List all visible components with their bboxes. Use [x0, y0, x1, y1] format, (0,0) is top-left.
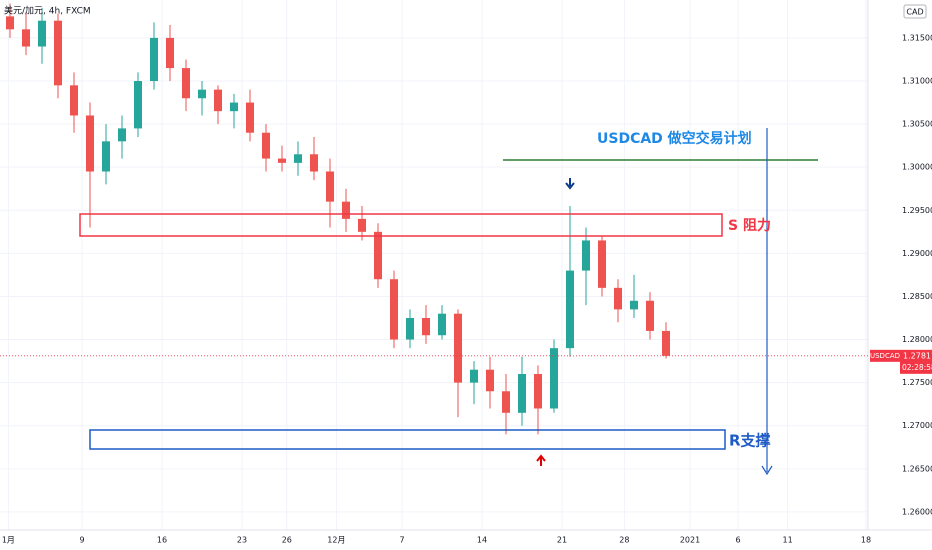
- resistance-label: S 阻力: [728, 217, 771, 234]
- candle-body: [550, 348, 558, 409]
- candle-body: [454, 313, 462, 383]
- plan-label: USDCAD 做空交易计划: [597, 130, 752, 147]
- x-tick-label: 18: [861, 536, 871, 545]
- candle-body: [598, 240, 606, 288]
- candle-body: [6, 16, 14, 30]
- candle-body: [630, 300, 638, 310]
- candle-body: [166, 37, 174, 69]
- candles: [6, 3, 670, 435]
- price-label: 1.27811: [903, 351, 932, 360]
- candle-body: [374, 231, 382, 280]
- candle-body: [70, 85, 78, 116]
- countdown-label: 02:28:58: [902, 363, 932, 372]
- candle-body: [86, 115, 94, 172]
- y-tick-label: 1.27000: [902, 421, 932, 430]
- y-tick-label: 1.26500: [902, 464, 932, 473]
- support-label: R支撑: [729, 432, 771, 450]
- x-tick-label: 11: [783, 536, 793, 545]
- x-tick-label: 14: [477, 536, 487, 545]
- candle-body: [198, 89, 206, 99]
- x-tick-label: 28: [619, 536, 629, 545]
- symbol-label: USDCAD: [870, 352, 900, 360]
- candle-body: [390, 279, 398, 340]
- candle-body: [118, 128, 126, 142]
- candle-body: [182, 68, 190, 99]
- candle-body: [246, 102, 254, 133]
- candle-body: [406, 318, 414, 340]
- x-tick-label: 26: [282, 536, 292, 545]
- candle-body: [614, 287, 622, 310]
- y-tick-label: 1.28500: [902, 292, 932, 301]
- candle-body: [358, 218, 366, 232]
- candle-body: [342, 201, 350, 219]
- candle-body: [54, 20, 62, 86]
- y-tick-label: 1.27500: [902, 378, 932, 387]
- y-tick-label: 1.31500: [902, 33, 932, 42]
- x-tick-label: 7: [399, 536, 404, 545]
- x-tick-label: 16: [157, 536, 167, 545]
- support-zone: [89, 429, 726, 450]
- x-tick-label: 12月: [327, 536, 345, 545]
- y-tick-label: 1.30500: [902, 120, 932, 129]
- resistance-zone: [79, 213, 723, 237]
- x-tick-label: 9: [79, 536, 84, 545]
- x-tick-label: 6: [735, 536, 740, 545]
- candle-body: [22, 29, 30, 47]
- grid: [0, 0, 868, 530]
- up-marker: [536, 454, 546, 466]
- x-tick-label: 23: [237, 536, 247, 545]
- candle-body: [662, 330, 670, 356]
- candle-body: [230, 102, 238, 112]
- down-arrow-head: [761, 465, 773, 476]
- x-tick-label: 1月: [2, 536, 15, 545]
- chart-title: 美元/加元, 4h, FXCM: [4, 5, 91, 17]
- candle-body: [278, 158, 286, 163]
- price-box: [900, 349, 932, 374]
- y-tick-label: 1.30000: [902, 163, 932, 172]
- candle-body: [214, 89, 222, 112]
- candle-body: [102, 141, 110, 172]
- candle-body: [534, 374, 542, 409]
- candle-body: [518, 374, 526, 413]
- currency-box: [903, 4, 927, 19]
- y-tick-label: 1.29500: [902, 206, 932, 215]
- y-tick-label: 1.31000: [902, 77, 932, 86]
- x-tick-label: 2021: [680, 536, 700, 545]
- candle-body: [422, 318, 430, 336]
- candle-body: [326, 171, 334, 202]
- candle-body: [150, 37, 158, 82]
- down-marker: [565, 178, 575, 190]
- y-tick-label: 1.29000: [902, 249, 932, 258]
- x-tick-label: 21: [557, 536, 567, 545]
- candle-body: [438, 313, 446, 336]
- candle-body: [294, 154, 302, 163]
- candle-body: [502, 391, 510, 413]
- candle-body: [262, 132, 270, 159]
- candle-body: [582, 240, 590, 271]
- candle-body: [566, 270, 574, 349]
- y-tick-label: 1.26000: [902, 507, 932, 516]
- candle-body: [486, 369, 494, 392]
- y-tick-label: 1.28000: [902, 335, 932, 344]
- candle-body: [134, 81, 142, 129]
- candle-body: [470, 369, 478, 383]
- candle-body: [38, 20, 46, 47]
- candle-body: [310, 154, 318, 172]
- candle-body: [646, 300, 654, 331]
- symbol-box: [870, 349, 900, 362]
- currency-label: CAD: [906, 8, 923, 17]
